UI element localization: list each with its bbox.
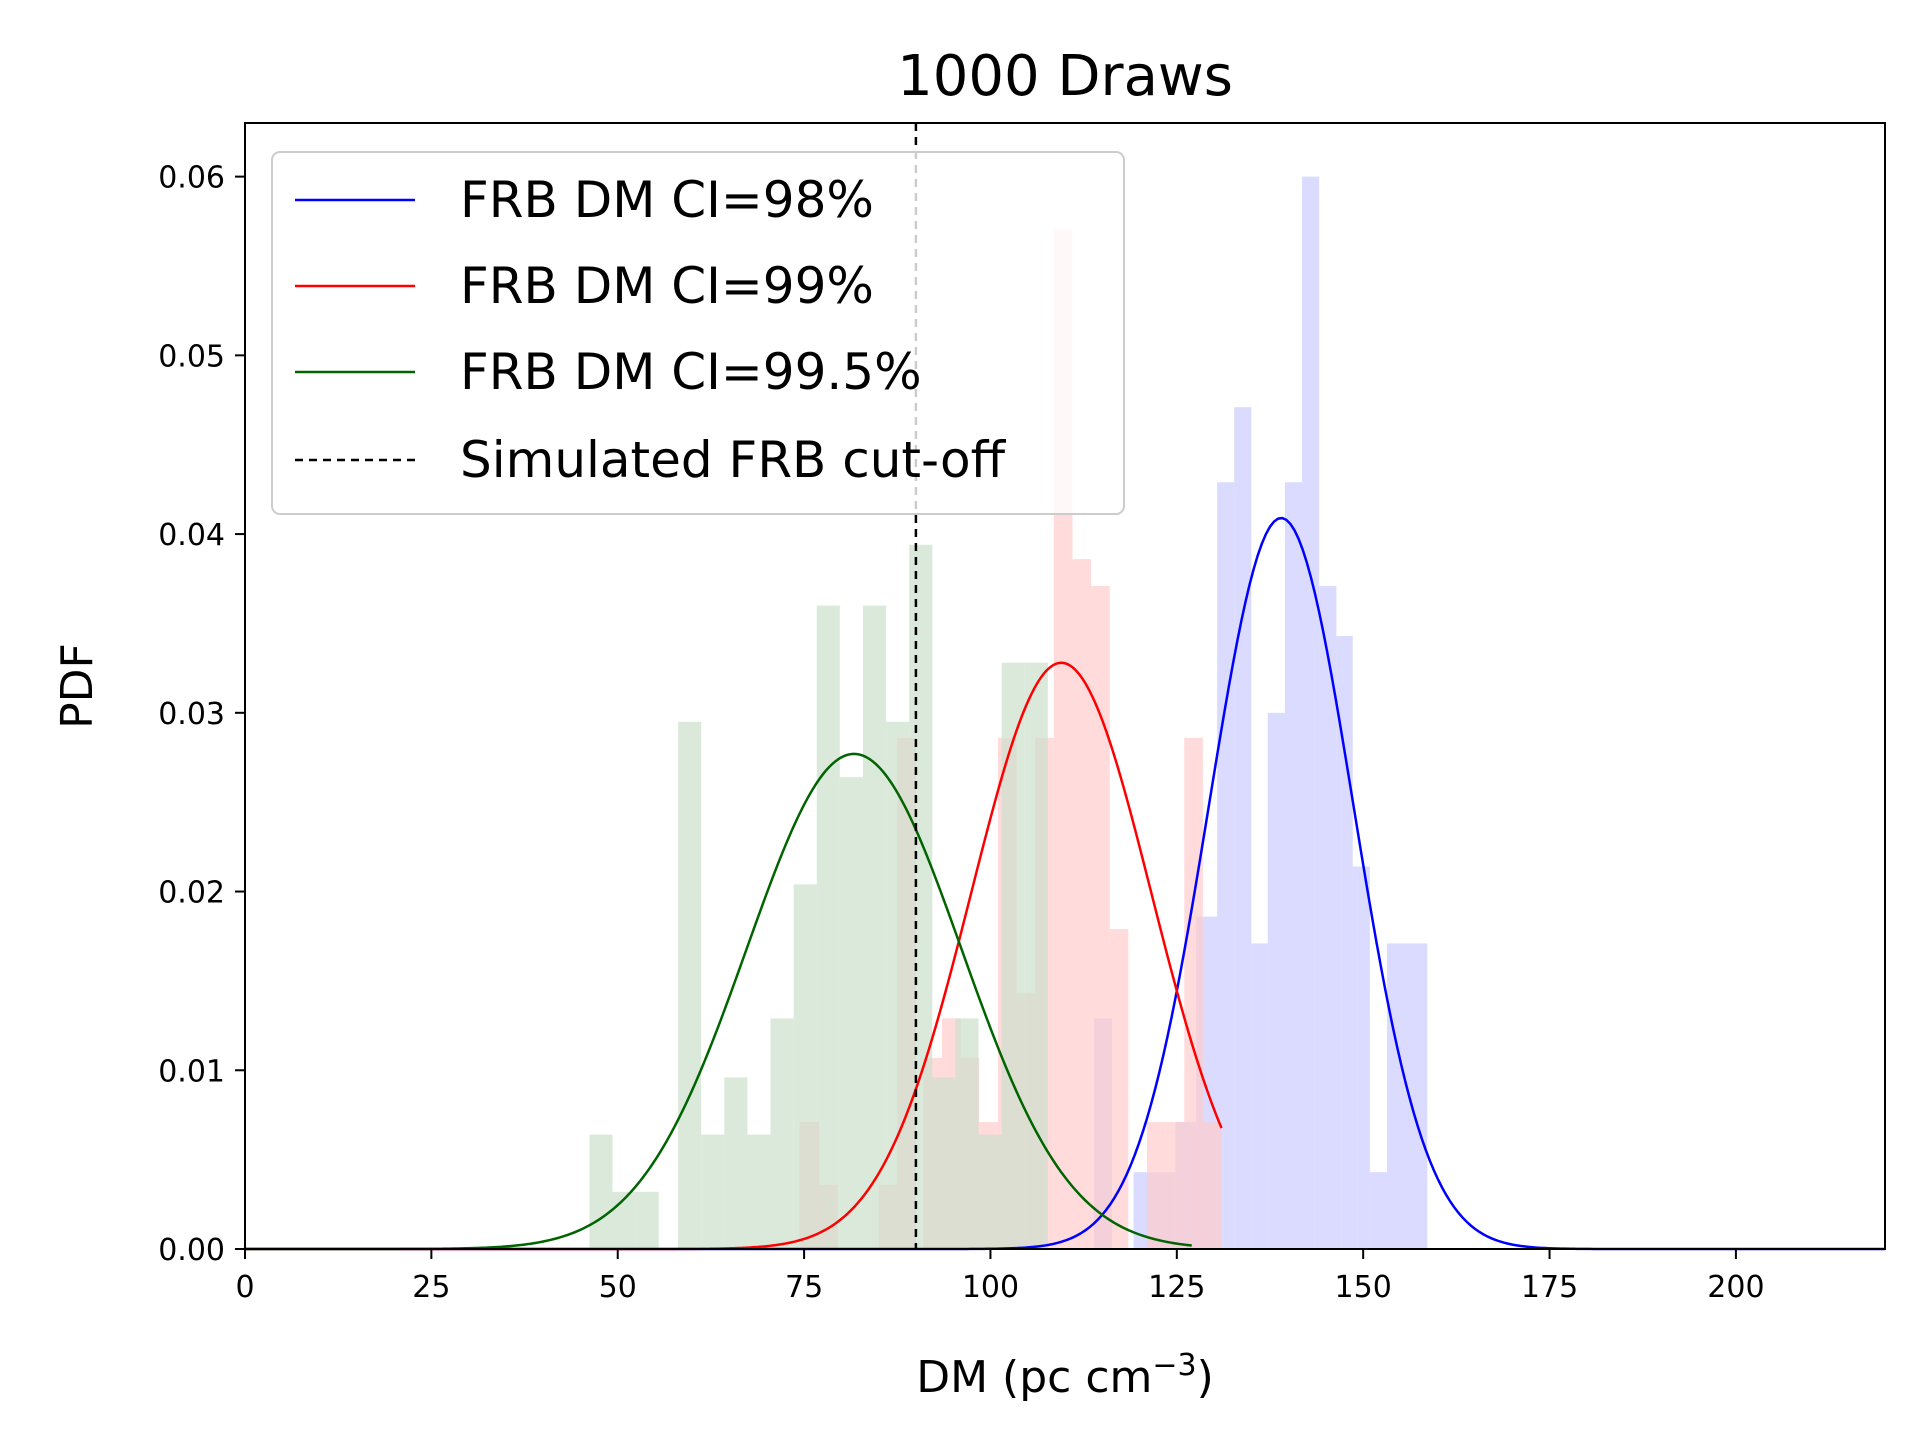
y-tick-label: 0.00 — [158, 1233, 225, 1268]
legend: FRB DM CI=98% FRB DM CI=99% FRB DM CI=99… — [271, 151, 1125, 515]
chart-title: 1000 Draws — [897, 44, 1233, 109]
legend-label-ci99: FRB DM CI=99% — [460, 257, 874, 315]
hist-bar-ci995 — [589, 1134, 613, 1249]
x-axis-label-exponent: −3 — [1152, 1348, 1196, 1383]
hist-bar-ci995 — [1024, 662, 1048, 1249]
x-tick-label: 50 — [599, 1270, 637, 1305]
hist-bar-ci995 — [816, 605, 840, 1249]
hist-bar-ci98 — [1284, 482, 1303, 1249]
hist-bar-ci98 — [1319, 585, 1337, 1249]
hist-bar-ci995 — [678, 721, 702, 1249]
y-tick-label: 0.04 — [158, 518, 225, 553]
x-axis-label-main: DM (pc cm — [916, 1352, 1152, 1403]
y-tick-label: 0.03 — [158, 697, 225, 732]
hist-bar-ci995 — [978, 1134, 1002, 1249]
hist-bar-ci995 — [1001, 662, 1025, 1249]
hist-bar-ci995 — [886, 721, 910, 1249]
y-tick-label: 0.02 — [158, 876, 225, 911]
hist-bar-ci995 — [862, 605, 887, 1249]
legend-label-cutoff: Simulated FRB cut-off — [460, 431, 1007, 489]
legend-box — [271, 151, 1125, 515]
y-tick-label: 0.06 — [158, 161, 225, 196]
hist-bar-ci98 — [1369, 1172, 1388, 1249]
hist-bar-ci995 — [793, 884, 817, 1249]
hist-bar-ci98 — [1352, 866, 1370, 1249]
hist-bar-ci98 — [1336, 635, 1353, 1249]
hist-bar-ci99 — [1165, 1122, 1185, 1249]
hist-bar-ci995 — [955, 1018, 979, 1249]
y-ticks: 0.00 0.01 0.02 0.03 0.04 0.05 0.06 — [158, 161, 245, 1268]
y-tick-label: 0.01 — [158, 1054, 225, 1089]
y-tick-label: 0.05 — [158, 339, 225, 374]
hist-bar-ci99 — [1072, 559, 1092, 1249]
hist-bar-ci99 — [1109, 929, 1129, 1249]
hist-bar-ci995 — [635, 1191, 659, 1249]
hist-bar-ci995 — [932, 1077, 956, 1249]
x-tick-label: 100 — [962, 1270, 1019, 1305]
x-ticks: 0 25 50 75 100 125 150 175 200 — [235, 1249, 1765, 1305]
legend-label-ci995: FRB DM CI=99.5% — [460, 343, 922, 401]
hist-bar-ci99 — [1147, 1122, 1166, 1249]
hist-bar-ci99 — [1202, 1122, 1222, 1249]
hist-bar-ci98 — [1267, 712, 1285, 1249]
hist-bar-ci99 — [1184, 737, 1203, 1249]
x-tick-label: 200 — [1707, 1270, 1764, 1305]
y-axis-label: PDF — [52, 643, 103, 729]
hist-bar-ci995 — [701, 1134, 725, 1249]
hist-bar-ci98 — [1302, 176, 1320, 1250]
hist-bar-ci98 — [1251, 943, 1268, 1249]
hist-bar-ci995 — [839, 777, 863, 1249]
x-tick-label: 150 — [1335, 1270, 1392, 1305]
hist-bar-ci98 — [1234, 407, 1252, 1250]
hist-bar-ci99 — [1091, 585, 1110, 1249]
x-tick-label: 175 — [1521, 1270, 1578, 1305]
hist-bar-ci995 — [724, 1077, 748, 1249]
hist-bar-ci995 — [909, 544, 933, 1249]
x-tick-label: 25 — [412, 1270, 450, 1305]
hist-bar-ci98 — [1387, 943, 1428, 1249]
x-axis-label: DM (pc cm−3) — [916, 1348, 1214, 1404]
x-axis-label-close: ) — [1197, 1352, 1214, 1403]
x-tick-label: 0 — [235, 1270, 254, 1305]
legend-label-ci98: FRB DM CI=98% — [460, 171, 874, 229]
plot-frame — [244, 122, 1886, 1250]
hist-bar-ci995 — [770, 1018, 794, 1249]
x-tick-label: 75 — [785, 1270, 823, 1305]
hist-bar-ci995 — [747, 1134, 771, 1249]
x-tick-label: 125 — [1148, 1270, 1205, 1305]
